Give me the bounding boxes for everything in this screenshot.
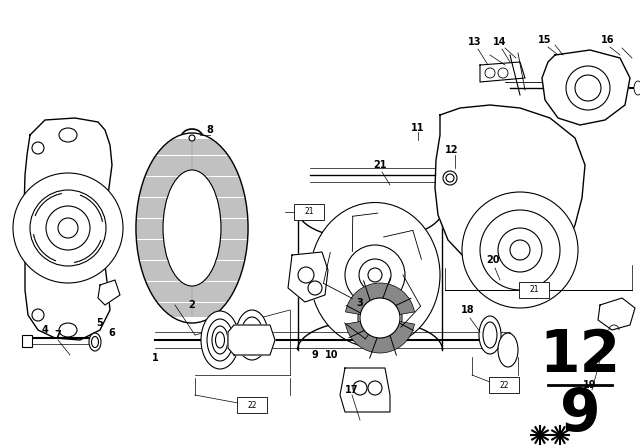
Ellipse shape — [236, 310, 268, 360]
Text: 22: 22 — [247, 401, 257, 409]
Ellipse shape — [634, 81, 640, 95]
Text: 20: 20 — [486, 255, 500, 265]
Text: 10: 10 — [325, 350, 339, 360]
Text: 16: 16 — [601, 35, 615, 45]
FancyBboxPatch shape — [489, 377, 519, 393]
Circle shape — [462, 192, 578, 308]
Text: 21: 21 — [529, 285, 539, 294]
Polygon shape — [435, 105, 585, 270]
Ellipse shape — [479, 316, 501, 354]
Circle shape — [360, 298, 400, 338]
Text: 2: 2 — [189, 300, 195, 310]
Text: 8: 8 — [207, 125, 213, 135]
Circle shape — [58, 218, 78, 238]
Circle shape — [498, 228, 542, 272]
Text: 21: 21 — [304, 207, 314, 216]
Text: 1: 1 — [152, 353, 158, 363]
Circle shape — [566, 66, 610, 110]
Polygon shape — [288, 252, 328, 302]
Circle shape — [575, 75, 601, 101]
Ellipse shape — [136, 133, 248, 323]
FancyBboxPatch shape — [237, 397, 267, 413]
Ellipse shape — [163, 170, 221, 286]
Circle shape — [353, 381, 367, 395]
Ellipse shape — [59, 128, 77, 142]
Circle shape — [32, 142, 44, 154]
Circle shape — [46, 206, 90, 250]
Circle shape — [368, 381, 382, 395]
Ellipse shape — [59, 323, 77, 337]
Text: 15: 15 — [538, 35, 552, 45]
Circle shape — [485, 68, 495, 78]
Polygon shape — [228, 325, 275, 355]
Circle shape — [480, 210, 560, 290]
Circle shape — [510, 240, 530, 260]
Circle shape — [13, 173, 123, 283]
Text: 12: 12 — [540, 327, 621, 383]
FancyBboxPatch shape — [294, 204, 324, 220]
Polygon shape — [542, 50, 630, 125]
Polygon shape — [598, 298, 635, 330]
Text: 9: 9 — [560, 387, 600, 444]
Circle shape — [32, 309, 44, 321]
Circle shape — [358, 296, 402, 340]
Text: 9: 9 — [312, 350, 318, 360]
Ellipse shape — [207, 319, 233, 361]
Ellipse shape — [212, 326, 228, 354]
Text: 4: 4 — [42, 325, 49, 335]
Circle shape — [298, 267, 314, 283]
Text: 3: 3 — [356, 298, 364, 308]
Polygon shape — [480, 62, 525, 82]
Circle shape — [30, 190, 106, 266]
Circle shape — [498, 68, 508, 78]
FancyBboxPatch shape — [519, 282, 549, 298]
Text: 6: 6 — [109, 328, 115, 338]
Ellipse shape — [483, 322, 497, 348]
Ellipse shape — [92, 336, 99, 348]
Ellipse shape — [89, 333, 101, 351]
Text: 19: 19 — [583, 380, 596, 390]
Circle shape — [446, 174, 454, 182]
Ellipse shape — [201, 311, 239, 369]
Text: 22: 22 — [499, 380, 509, 389]
Ellipse shape — [241, 317, 263, 353]
Circle shape — [308, 281, 322, 295]
Text: 12: 12 — [445, 145, 459, 155]
Polygon shape — [98, 280, 120, 305]
Circle shape — [368, 306, 392, 330]
Text: 7: 7 — [54, 330, 61, 340]
Circle shape — [189, 135, 195, 141]
Polygon shape — [340, 368, 390, 412]
Circle shape — [345, 245, 405, 305]
Circle shape — [374, 312, 386, 324]
Text: 11: 11 — [412, 123, 425, 133]
Ellipse shape — [216, 332, 225, 348]
Ellipse shape — [498, 333, 518, 367]
Bar — [299, 207, 319, 217]
Text: 13: 13 — [468, 37, 482, 47]
Wedge shape — [346, 318, 415, 353]
Text: 14: 14 — [493, 37, 507, 47]
Polygon shape — [24, 118, 112, 340]
Circle shape — [359, 259, 391, 291]
Circle shape — [368, 268, 382, 282]
Text: 18: 18 — [461, 305, 475, 315]
Text: 17: 17 — [345, 385, 359, 395]
Bar — [22, 335, 32, 347]
Text: 5: 5 — [97, 318, 104, 328]
Text: 21: 21 — [373, 160, 387, 170]
Circle shape — [443, 171, 457, 185]
Ellipse shape — [310, 202, 440, 348]
Wedge shape — [346, 283, 415, 318]
